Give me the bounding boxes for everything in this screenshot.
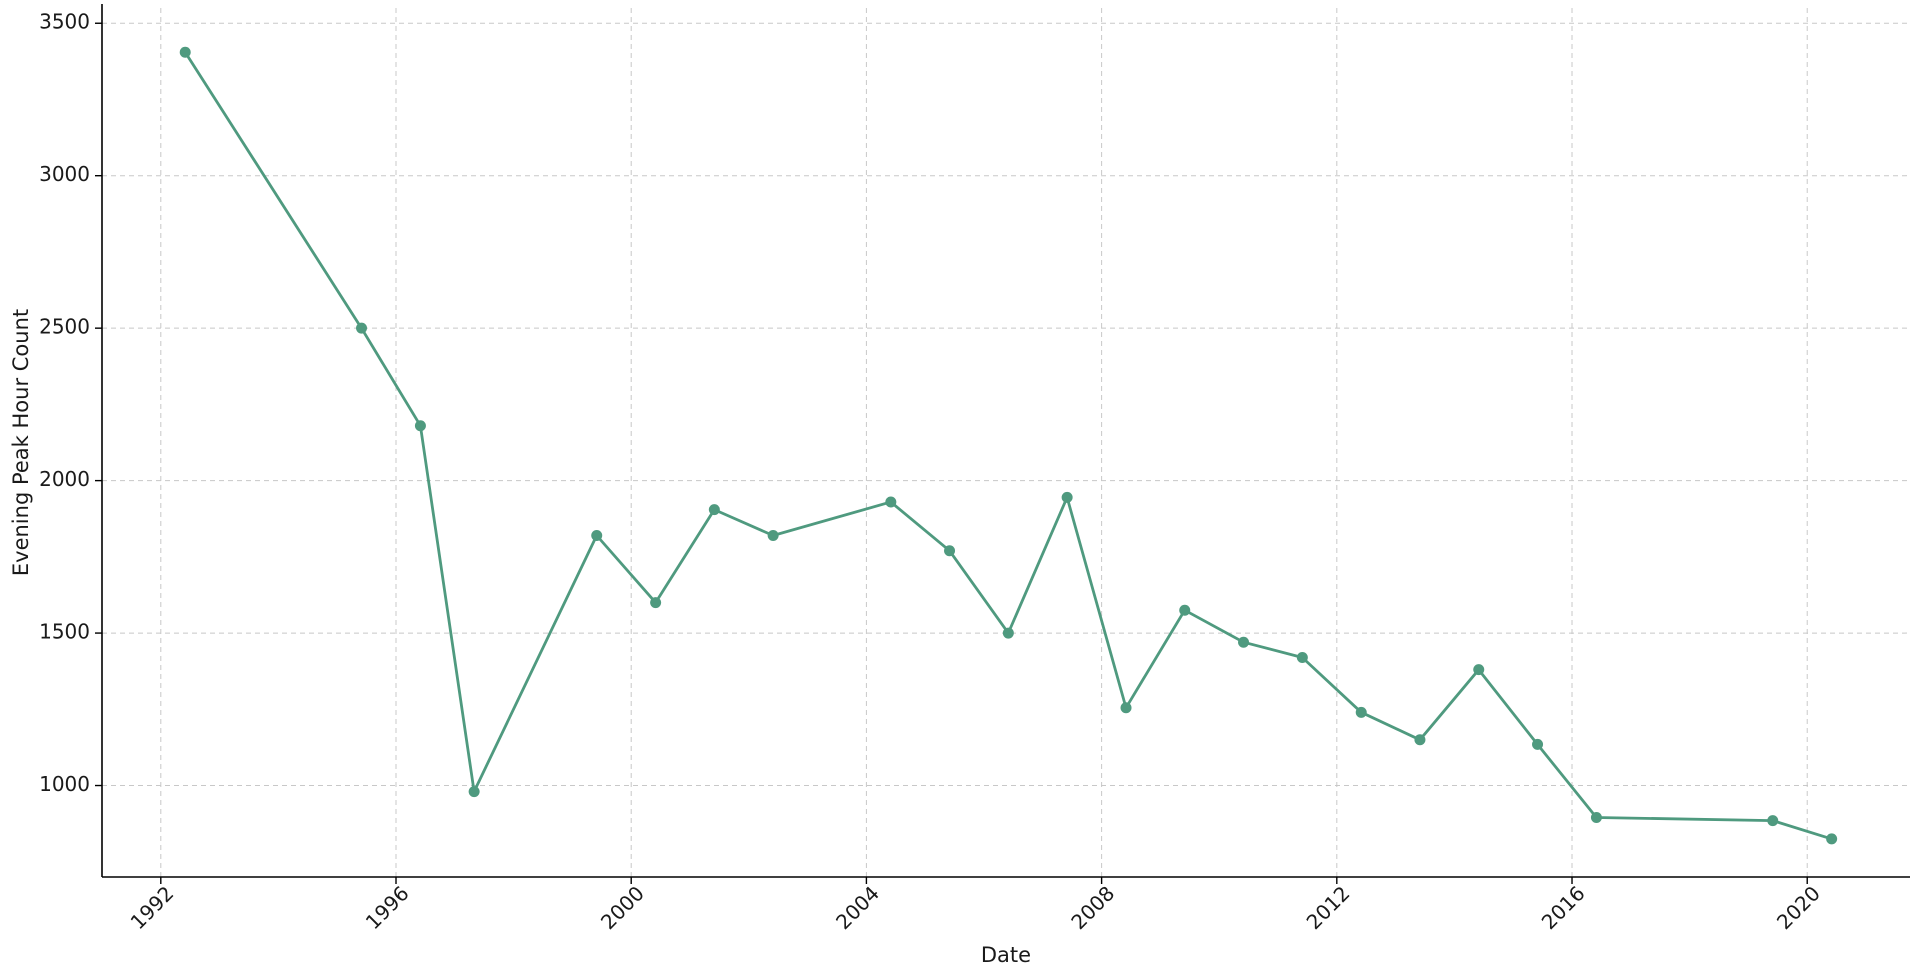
x-tick-label: 2008 (1066, 881, 1119, 934)
y-axis-title: Evening Peak Hour Count (9, 309, 33, 576)
y-tick-label: 3000 (39, 162, 90, 186)
data-point (591, 529, 603, 541)
data-point (1532, 738, 1544, 750)
data-point (885, 496, 897, 508)
x-tick-label: 1996 (361, 881, 414, 934)
x-tick-label: 2004 (831, 881, 884, 934)
data-point (708, 504, 720, 516)
data-point (1238, 636, 1250, 648)
x-tick-label: 2012 (1302, 881, 1355, 934)
axes (101, 4, 1910, 878)
data-point (944, 545, 956, 557)
x-tick-label: 2020 (1772, 881, 1825, 934)
data-point (179, 46, 191, 58)
data-point (1179, 604, 1191, 616)
data-point (1061, 491, 1073, 503)
y-tick-label: 1000 (39, 772, 90, 796)
grid-lines (102, 8, 1910, 877)
series-line (184, 51, 1833, 841)
data-point (1296, 651, 1308, 663)
data-point (1414, 734, 1426, 746)
data-points (179, 46, 1838, 845)
data-point (356, 322, 368, 334)
data-point (1590, 812, 1602, 824)
data-point (468, 786, 480, 798)
x-tick-label: 2000 (596, 881, 649, 934)
y-tick-label: 2000 (39, 467, 90, 491)
y-tick-label: 3500 (39, 10, 90, 34)
x-axis-title: Date (981, 943, 1031, 967)
y-tick-label: 2500 (39, 315, 90, 339)
data-point (1826, 833, 1838, 845)
y-tick-label: 1500 (39, 620, 90, 644)
x-tick-label: 1992 (126, 881, 179, 934)
data-point (1767, 815, 1779, 827)
data-point (650, 597, 662, 609)
data-point (414, 420, 426, 432)
data-point (1120, 702, 1132, 714)
x-tick-label: 2016 (1537, 881, 1590, 934)
data-point (1355, 706, 1367, 718)
data-point (1002, 627, 1014, 639)
axis-ticks: 1992 1996 2000 2004 2008 2012 2016 2020 1000 1500… (39, 10, 1825, 934)
data-point (1473, 664, 1485, 676)
data-point (767, 529, 779, 541)
